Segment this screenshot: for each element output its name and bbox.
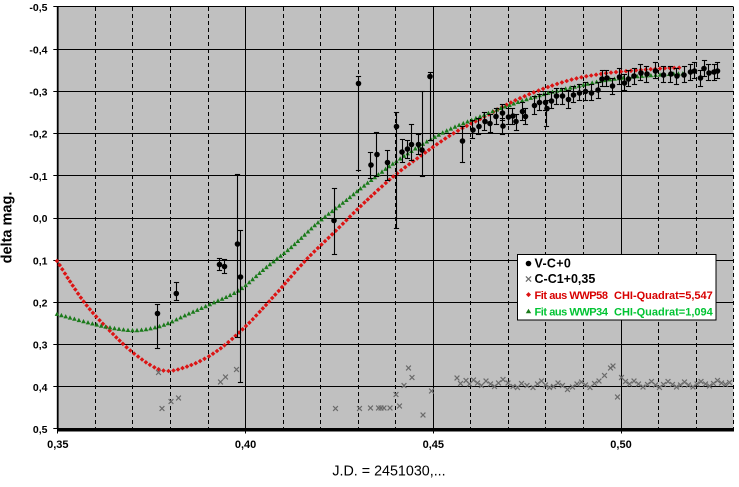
svg-text:0,50: 0,50 [610,439,631,451]
svg-text:J.D. = 2451030,...: J.D. = 2451030,... [332,464,445,480]
svg-text:0,1: 0,1 [33,255,48,267]
svg-text:0,3: 0,3 [33,340,48,352]
svg-text:C-C1+0,35: C-C1+0,35 [535,272,596,286]
svg-text:-0,5: -0,5 [29,2,47,14]
svg-text:-0,4: -0,4 [29,44,47,56]
svg-text:-0,1: -0,1 [29,171,47,183]
svg-text:0,5: 0,5 [33,424,48,436]
svg-text:-0,2: -0,2 [29,129,47,141]
svg-text:delta mag.: delta mag. [0,192,16,264]
svg-text:0,2: 0,2 [33,298,48,310]
svg-text:0,4: 0,4 [33,382,48,394]
svg-text:0,40: 0,40 [235,439,256,451]
svg-text:CHI-Quadrat=5,547: CHI-Quadrat=5,547 [614,290,713,302]
svg-text:0,35: 0,35 [47,439,68,451]
svg-text:CHI-Quadrat=1,094: CHI-Quadrat=1,094 [614,307,714,319]
svg-text:-0,3: -0,3 [29,87,47,99]
svg-text:V-C+0: V-C+0 [535,257,572,271]
svg-text:0,45: 0,45 [423,439,444,451]
svg-text:Fit aus WWP58: Fit aus WWP58 [535,290,608,302]
svg-text:Fit aus WWP34: Fit aus WWP34 [535,307,609,319]
svg-text:0,0: 0,0 [33,213,48,225]
